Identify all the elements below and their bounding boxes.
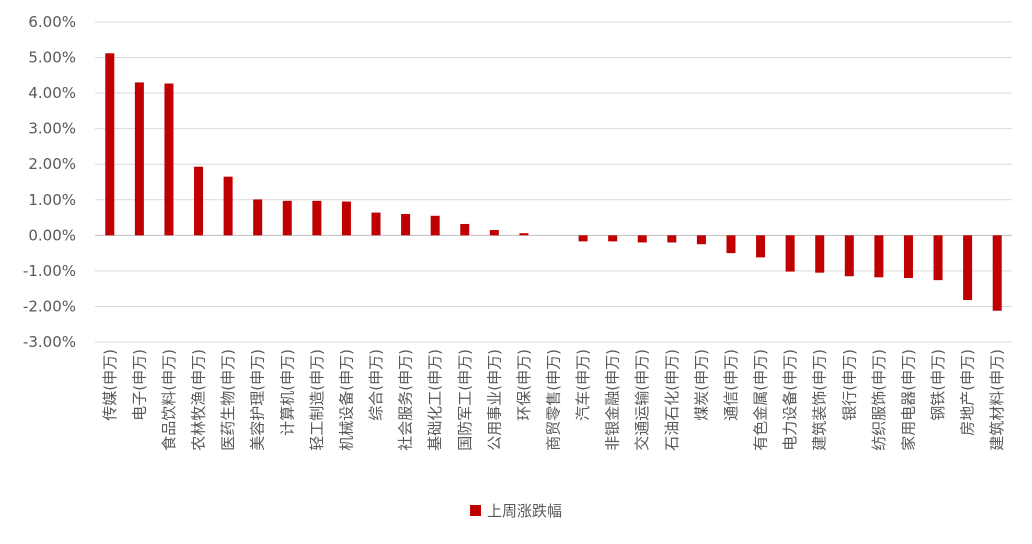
y-tick-label: 2.00% <box>28 155 76 173</box>
bar <box>489 230 499 236</box>
bar <box>519 233 529 236</box>
y-axis: 6.00% 5.00% 4.00% 3.00% 2.00% 1.00% 0.00% -1.00… <box>23 13 76 351</box>
bar <box>844 235 854 277</box>
bar <box>637 235 647 243</box>
x-tick-label: 基础化工(申万) <box>426 349 444 451</box>
bar <box>253 199 263 236</box>
bar <box>282 200 292 236</box>
x-tick-label: 纺织服饰(申万) <box>870 349 888 451</box>
bar <box>312 200 322 236</box>
x-tick-label: 通信(申万) <box>722 349 740 421</box>
x-tick-label: 机械设备(申万) <box>337 349 355 451</box>
x-tick-label: 建筑装饰(申万) <box>811 349 829 451</box>
x-tick-label: 计算机(申万) <box>278 349 296 436</box>
x-tick-label: 有色金属(申万) <box>752 349 770 451</box>
y-tick-label: 6.00% <box>28 13 76 31</box>
x-tick-label: 非银金融(申万) <box>604 349 622 451</box>
bar <box>341 201 351 236</box>
gridlines <box>95 21 1012 343</box>
x-tick-label: 银行(申万) <box>840 349 858 421</box>
x-tick-label: 综合(申万) <box>367 349 385 421</box>
x-tick-label: 传媒(申万) <box>101 349 119 421</box>
x-tick-label: 石油石化(申万) <box>663 349 681 451</box>
y-tick-label: 4.00% <box>28 84 76 102</box>
x-tick-label: 煤炭(申万) <box>692 349 710 421</box>
bar <box>933 235 943 281</box>
x-tick-label: 美容护理(申万) <box>249 349 267 451</box>
legend: 上周涨跌幅 <box>0 500 1032 521</box>
bar <box>696 235 706 245</box>
bar <box>401 214 411 236</box>
bar <box>223 176 233 236</box>
bar <box>430 215 440 236</box>
x-tick-label: 房地产(申万) <box>959 349 977 436</box>
x-tick-label: 交通运输(申万) <box>633 349 651 451</box>
x-tick-label: 电力设备(申万) <box>781 349 799 451</box>
bar <box>164 83 174 236</box>
y-tick-label: -1.00% <box>23 262 76 280</box>
bar <box>371 212 381 236</box>
bar <box>608 235 618 242</box>
x-tick-label: 商贸零售(申万) <box>545 349 563 451</box>
bar <box>578 235 588 242</box>
bar <box>460 223 470 236</box>
bar <box>874 235 884 278</box>
bar <box>105 53 115 236</box>
bar <box>903 235 913 278</box>
x-tick-label: 电子(申万) <box>130 349 148 421</box>
x-tick-label: 汽车(申万) <box>574 349 592 421</box>
bar <box>992 235 1002 311</box>
x-axis: 传媒(申万) 电子(申万) 食品饮料(申万) 农林牧渔(申万) 医药生物(申万) 美容护理… <box>101 349 1006 451</box>
x-tick-label: 建筑材料(申万) <box>988 349 1006 451</box>
bars <box>105 53 1002 311</box>
bar <box>756 235 766 258</box>
y-tick-label: 1.00% <box>28 191 76 209</box>
x-tick-label: 社会服务(申万) <box>397 349 415 451</box>
y-tick-label: 5.00% <box>28 49 76 67</box>
x-tick-label: 轻工制造(申万) <box>308 349 326 451</box>
y-tick-label: 3.00% <box>28 120 76 138</box>
x-tick-label: 食品饮料(申万) <box>160 349 178 451</box>
y-tick-label: -3.00% <box>23 333 76 351</box>
x-tick-label: 公用事业(申万) <box>485 349 503 451</box>
x-tick-label: 国防军工(申万) <box>456 349 474 451</box>
bar <box>963 235 973 301</box>
legend-swatch <box>469 505 481 516</box>
x-tick-label: 钢铁(申万) <box>929 349 947 421</box>
bar <box>815 235 825 273</box>
bar <box>726 235 736 254</box>
x-tick-label: 农林牧渔(申万) <box>190 349 208 451</box>
bar <box>785 235 795 272</box>
bar <box>194 166 204 236</box>
x-tick-label: 医药生物(申万) <box>219 349 237 451</box>
bar <box>134 82 144 236</box>
bar <box>667 235 677 243</box>
y-tick-label: 0.00% <box>28 226 76 244</box>
legend-label: 上周涨跌幅 <box>486 502 562 520</box>
y-tick-label: -2.00% <box>23 297 76 315</box>
x-tick-label: 环保(申万) <box>515 349 533 421</box>
x-tick-label: 家用电器(申万) <box>899 349 917 451</box>
